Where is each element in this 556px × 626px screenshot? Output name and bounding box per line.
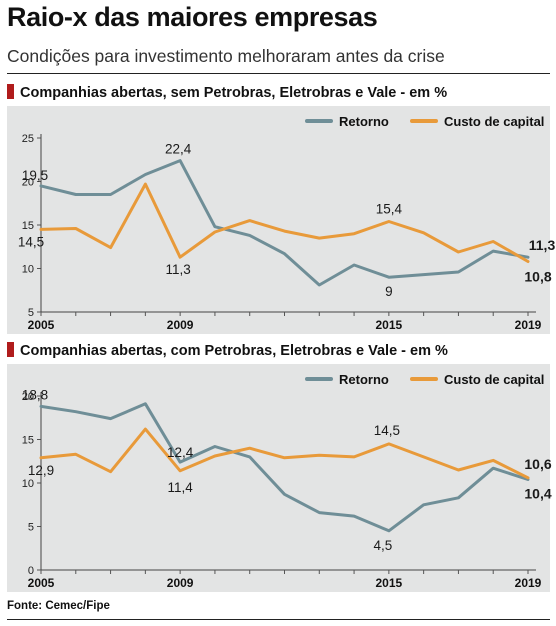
section-marker — [7, 342, 14, 357]
data-label: 11,4 — [168, 480, 194, 495]
legend-label: Custo de capital — [444, 372, 544, 387]
legend-label: Custo de capital — [444, 114, 544, 129]
data-label: 10,6 — [524, 456, 551, 472]
page-title: Raio-x das maiores empresas — [7, 2, 378, 32]
y-tick-label: 0 — [28, 565, 34, 577]
y-tick-label: 15 — [22, 435, 34, 447]
retorno-series-line — [39, 159, 530, 287]
y-tick-label: 10 — [22, 478, 34, 490]
chart1-panel: 5 10 15 20 25 2005 2009 2015 2019 Retorno Custo de… — [7, 106, 556, 334]
x-tick-label: 2009 — [167, 318, 194, 332]
chart2-heading: Companhias abertas, com Petrobras, Eletr… — [7, 342, 448, 359]
y-tick-label: 5 — [28, 522, 34, 534]
x-tick-label: 2019 — [515, 318, 542, 332]
x-tick-label: 2019 — [515, 576, 542, 590]
custo-series-line — [39, 427, 530, 480]
y-tick-label: 20 — [22, 177, 34, 189]
data-label: 19,5 — [22, 168, 48, 183]
retorno-series-line — [39, 402, 530, 533]
data-label: 11,3 — [529, 237, 556, 253]
data-label: 9 — [385, 284, 393, 299]
x-tick-label: 2005 — [28, 576, 55, 590]
data-label: 12,9 — [28, 463, 54, 478]
x-tick-label: 2015 — [376, 318, 403, 332]
data-label: 10,8 — [524, 269, 551, 285]
legend-label: Retorno — [339, 372, 389, 387]
y-tick-label: 5 — [28, 307, 34, 319]
data-label: 15,4 — [376, 202, 403, 217]
data-label: 11,3 — [166, 262, 191, 277]
bottom-divider — [7, 619, 550, 620]
x-tick-label: 2005 — [28, 318, 55, 332]
source-note: Fonte: Cemec/Fipe — [7, 600, 110, 612]
chart1-heading: Companhias abertas, sem Petrobras, Eletr… — [7, 84, 447, 101]
chart2-svg: 0 5 10 15 20 2005 2009 2015 2019 Retorno Custo de … — [22, 372, 552, 590]
custo-series-line — [39, 182, 530, 263]
data-label: 18,8 — [22, 387, 48, 402]
data-label: 4,5 — [373, 538, 392, 553]
chart1-svg: 5 10 15 20 25 2005 2009 2015 2019 Retorno Custo de… — [18, 114, 556, 332]
page-subtitle: Condições para investimento melhoraram a… — [7, 46, 445, 66]
chart1-heading-text: Companhias abertas, sem Petrobras, Eletr… — [20, 85, 448, 101]
data-label: 10,4 — [524, 486, 551, 502]
top-divider — [7, 73, 550, 74]
data-label: 22,4 — [165, 142, 192, 157]
y-tick-label: 15 — [22, 220, 34, 232]
legend-label: Retorno — [339, 114, 389, 129]
data-label: 14,5 — [18, 234, 44, 249]
y-tick-label: 20 — [22, 391, 34, 403]
chart2-heading-text: Companhias abertas, com Petrobras, Eletr… — [20, 343, 448, 359]
x-tick-label: 2015 — [376, 576, 403, 590]
data-label: 14,5 — [374, 423, 400, 438]
y-tick-label: 25 — [22, 133, 34, 145]
x-tick-label: 2009 — [167, 576, 194, 590]
chart2-panel: 0 5 10 15 20 2005 2009 2015 2019 Retorno Custo de … — [7, 364, 552, 592]
data-label: 12,4 — [167, 445, 194, 460]
y-tick-label: 10 — [22, 264, 34, 276]
section-marker — [7, 84, 14, 99]
